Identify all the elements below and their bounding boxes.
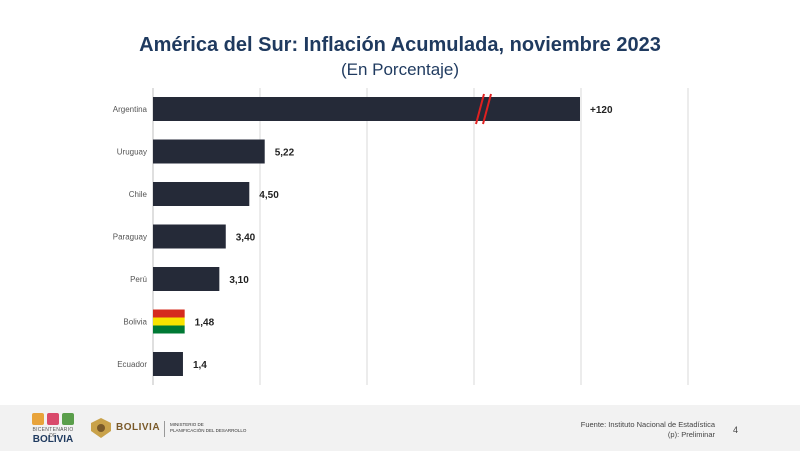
data-label: 1,4 (193, 360, 207, 371)
data-label: 3,40 (236, 233, 256, 244)
logo-square-icon (47, 413, 59, 425)
data-label: 4,50 (259, 190, 279, 201)
data-label: 5,22 (275, 148, 295, 159)
ministry-divider (164, 421, 165, 437)
category-label: Paraguay (113, 233, 147, 242)
data-label: 3,10 (229, 275, 249, 286)
source-line-2: (p): Preliminar (667, 430, 715, 439)
category-label: Chile (129, 190, 148, 199)
ministry-text: MINISTERIO DE PLANIFICACIÓN DEL DESARROL… (170, 422, 250, 434)
category-label: Uruguay (117, 148, 147, 157)
data-label: 1,48 (195, 318, 215, 329)
logo-square-icon (32, 413, 44, 425)
footer: BICENTENARIO DE BOLIVIA BOLIVIA MINISTER… (0, 405, 800, 451)
bar-bolivia-green (153, 325, 185, 334)
source-line-1: Fuente: Instituto Nacional de Estadístic… (580, 420, 715, 429)
category-label: Argentina (113, 105, 148, 114)
axis-break-mark (482, 93, 492, 125)
chart-title: América del Sur: Inflación Acumulada, no… (139, 34, 661, 56)
bar-bolivia-red (153, 309, 185, 318)
page-number: 4 (733, 425, 739, 435)
data-label: +120 (590, 105, 613, 116)
bar (153, 139, 265, 164)
category-label: Bolivia (123, 318, 147, 327)
bar (153, 224, 226, 249)
ministry-country: BOLIVIA (116, 422, 161, 433)
ministry-line-2: PLANIFICACIÓN DEL DESARROLLO (170, 428, 247, 433)
bar (153, 182, 250, 206)
logo-caption: BICENTENARIO DE (32, 427, 74, 439)
category-label: Ecuador (117, 360, 147, 369)
axis-break-mark (475, 93, 485, 125)
bicentenario-logo: BICENTENARIO DE BOLIVIA (30, 413, 76, 447)
bar-chart: Argentina +120 Uruguay 5,22 Chile 4,50 Paragua… (113, 88, 689, 385)
ministry-logo: BOLIVIA MINISTERIO DE PLANIFICACIÓN DEL … (90, 415, 250, 443)
logo-title: BOLIVIA (32, 434, 74, 445)
ministry-line-1: MINISTERIO DE (170, 422, 204, 427)
bar-bolivia-yellow (153, 317, 185, 326)
source-note: Fuente: Instituto Nacional de Estadístic… (560, 420, 715, 440)
chart-subtitle: (En Porcentaje) (340, 60, 460, 79)
coat-of-arms-icon (91, 418, 111, 438)
bar (153, 97, 580, 121)
logo-square-icon (62, 413, 74, 425)
bar (153, 352, 183, 376)
bar (153, 267, 220, 291)
category-label: Perú (130, 275, 147, 284)
